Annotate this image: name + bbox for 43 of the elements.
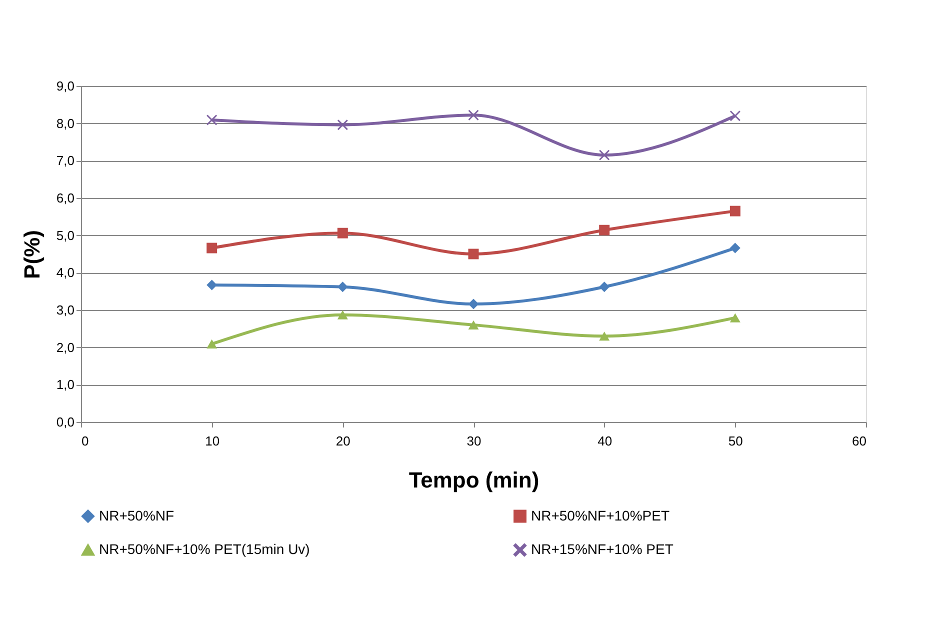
x-tick-label: 20 — [336, 434, 350, 448]
point — [206, 242, 218, 254]
point — [730, 242, 740, 254]
y-tick-label: 3,0 — [56, 302, 74, 318]
point — [730, 206, 740, 216]
y-tick-label: 1,0 — [56, 377, 74, 392]
point — [599, 332, 610, 341]
point — [468, 248, 479, 260]
legend-label: NR+50%NF+10%PET — [531, 507, 670, 524]
point — [206, 280, 218, 290]
legend-label: NR+50%NF — [99, 507, 174, 524]
point — [468, 320, 479, 330]
y-tick-label: 8,0 — [56, 116, 74, 131]
x-tick-label: 0 — [82, 434, 89, 448]
point — [337, 120, 348, 130]
y-tick-label: 2,0 — [56, 340, 74, 355]
point — [730, 313, 740, 322]
x-axis-title: Tempo (min) — [408, 468, 540, 492]
x-tick-label: 10 — [205, 434, 220, 448]
x-tick-label: 30 — [466, 434, 482, 448]
point — [206, 114, 218, 126]
point — [337, 228, 348, 238]
point — [599, 150, 610, 160]
y-tick-label: 0,0 — [56, 414, 74, 430]
legend-label: NR+15%NF+10% PET — [531, 541, 674, 557]
point — [337, 282, 348, 292]
point — [730, 110, 740, 122]
y-tick-label: 9,0 — [56, 78, 74, 94]
point — [468, 110, 479, 120]
point — [337, 310, 348, 320]
x-tick-label: 60 — [852, 434, 866, 448]
y-axis-title: P(%) — [19, 230, 44, 279]
point — [599, 282, 610, 292]
y-tick-label: 7,0 — [56, 153, 74, 168]
x-tick-label: 40 — [598, 434, 612, 448]
y-tick-label: 4,0 — [56, 265, 74, 280]
y-tick-label: 6,0 — [56, 190, 74, 206]
x-tick-label: 50 — [728, 434, 743, 448]
point — [599, 224, 610, 236]
y-tick-label: 5,0 — [56, 228, 74, 243]
legend-label: NR+50%NF+10% PET(15min Uv) — [99, 541, 310, 557]
point — [206, 339, 218, 349]
point — [468, 298, 479, 310]
